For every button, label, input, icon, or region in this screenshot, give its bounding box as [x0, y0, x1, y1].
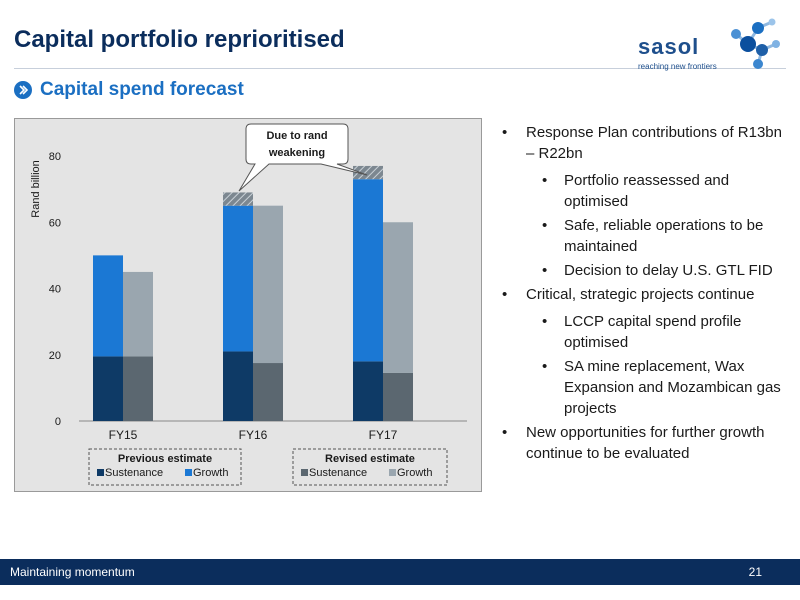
legend-prev-sustenance: Sustenance — [105, 467, 163, 479]
y-tick-label: 60 — [49, 217, 61, 229]
page-number: 21 — [748, 565, 762, 579]
logo-wordmark: sasol — [638, 34, 700, 59]
sub-bullet-item: LCCP capital spend profile optimised — [500, 311, 790, 353]
sub-bullet-item: Safe, reliable operations to be maintain… — [500, 215, 790, 257]
chart-svg: Rand billion 0 20 40 60 80 FY15 FY16 FY17 Due … — [30, 123, 467, 486]
capital-spend-chart: Rand billion 0 20 40 60 80 FY15 FY16 FY17 Due … — [14, 118, 482, 492]
y-tick-label: 0 — [55, 416, 61, 428]
x-tick-label: FY17 — [369, 428, 398, 442]
legend-swatch-rev-growth — [389, 469, 396, 476]
legend-swatch-prev-growth — [185, 469, 192, 476]
bar-rev-sustenance-fy17 — [383, 372, 413, 421]
slide-title: Capital portfolio reprioritised — [14, 26, 345, 53]
annotation-line-2: weakening — [268, 147, 325, 159]
bar-prev-growth-fy15 — [93, 255, 123, 357]
x-tick-label: FY16 — [239, 428, 268, 442]
bar-rev-sustenance-fy15 — [123, 356, 153, 421]
y-tick-label: 20 — [49, 350, 61, 362]
footer-label: Maintaining momentum — [10, 565, 135, 579]
section-subtitle: Capital spend forecast — [14, 78, 244, 102]
x-tick-label: FY15 — [109, 428, 138, 442]
footer-bar: Maintaining momentum 21 — [0, 559, 800, 585]
sub-bullet-item: Decision to delay U.S. GTL FID — [500, 260, 790, 281]
y-tick-label: 80 — [49, 151, 61, 163]
annotation-callout: Due to rand weakening — [238, 123, 368, 192]
sasol-logo: sasol reaching new frontiers — [636, 14, 786, 74]
legend-swatch-rev-sustenance — [301, 469, 308, 476]
y-tick-label: 40 — [49, 284, 61, 296]
logo-tagline: reaching new frontiers — [638, 62, 717, 71]
legend-revised: Revised estimate Sustenance Growth — [292, 448, 448, 486]
sub-bullet-item: Portfolio reassessed and optimised — [500, 170, 790, 212]
bullet-item: Response Plan contributions of R13bn – R… — [500, 122, 790, 164]
molecule-icon — [731, 18, 780, 69]
bar-rand-weakening-fy17 — [353, 165, 383, 180]
bar-rev-sustenance-fy16 — [253, 363, 283, 421]
bar-prev-growth-fy16 — [223, 205, 253, 352]
bar-prev-sustenance-fy17 — [353, 361, 383, 421]
bar-prev-growth-fy17 — [353, 179, 383, 362]
legend-rev-sustenance: Sustenance — [309, 467, 367, 479]
bar-rev-growth-fy17 — [383, 222, 413, 373]
legend-previous: Previous estimate Sustenance Growth — [88, 448, 242, 486]
legend-swatch-prev-sustenance — [97, 469, 104, 476]
sub-bullet-item: SA mine replacement, Wax Expansion and M… — [500, 356, 790, 419]
bullet-item: New opportunities for further growth con… — [500, 422, 790, 464]
bar-prev-sustenance-fy15 — [93, 356, 123, 421]
subtitle-label: Capital spend forecast — [40, 79, 244, 100]
legend-rev-growth: Growth — [397, 467, 432, 479]
legend-previous-title: Previous estimate — [118, 453, 212, 465]
bullet-list: Response Plan contributions of R13bn – R… — [500, 122, 790, 470]
chevron-right-icon — [14, 81, 32, 99]
legend-revised-title: Revised estimate — [325, 453, 415, 465]
legend-prev-growth: Growth — [193, 467, 228, 479]
title-divider — [14, 68, 786, 69]
bullet-item: Critical, strategic projects continue — [500, 284, 790, 305]
y-axis-label: Rand billion — [30, 160, 42, 217]
bar-rev-growth-fy15 — [123, 271, 153, 357]
annotation-line-1: Due to rand — [266, 130, 327, 142]
bar-rand-weakening-fy16 — [223, 192, 253, 206]
bar-prev-sustenance-fy16 — [223, 351, 253, 421]
bar-rev-growth-fy16 — [253, 205, 283, 364]
